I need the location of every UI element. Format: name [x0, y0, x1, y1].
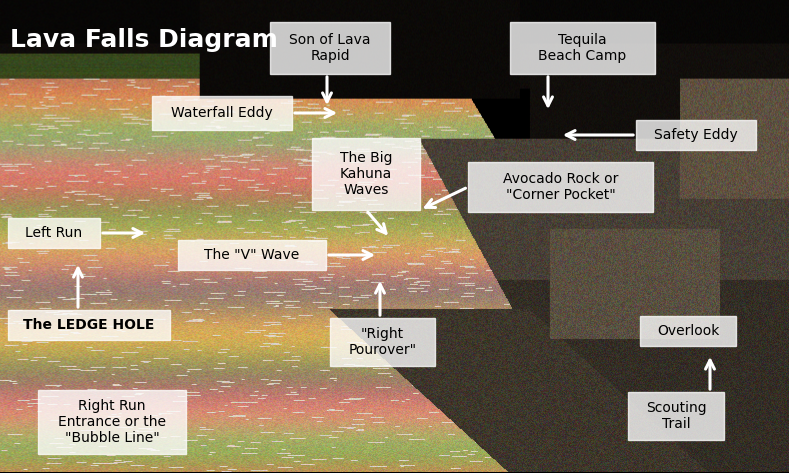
- FancyBboxPatch shape: [8, 310, 170, 340]
- FancyBboxPatch shape: [628, 392, 724, 440]
- FancyBboxPatch shape: [38, 390, 186, 454]
- FancyBboxPatch shape: [8, 218, 100, 248]
- Text: The Big
Kahuna
Waves: The Big Kahuna Waves: [340, 151, 392, 197]
- Text: Right Run
Entrance or the
"Bubble Line": Right Run Entrance or the "Bubble Line": [58, 399, 166, 445]
- FancyBboxPatch shape: [510, 22, 655, 74]
- FancyBboxPatch shape: [330, 318, 435, 366]
- FancyBboxPatch shape: [312, 138, 420, 210]
- Text: The LEDGE HOLE: The LEDGE HOLE: [24, 318, 155, 332]
- Text: Lava Falls Diagram: Lava Falls Diagram: [10, 28, 278, 52]
- FancyBboxPatch shape: [270, 22, 390, 74]
- Text: Overlook: Overlook: [656, 324, 720, 338]
- FancyBboxPatch shape: [640, 316, 736, 346]
- Text: Son of Lava
Rapid: Son of Lava Rapid: [290, 33, 371, 63]
- FancyBboxPatch shape: [152, 96, 292, 130]
- Text: The "V" Wave: The "V" Wave: [204, 248, 300, 262]
- Text: Left Run: Left Run: [25, 226, 83, 240]
- FancyBboxPatch shape: [468, 162, 653, 212]
- Text: Safety Eddy: Safety Eddy: [654, 128, 738, 142]
- Text: Tequila
Beach Camp: Tequila Beach Camp: [538, 33, 626, 63]
- FancyBboxPatch shape: [636, 120, 756, 150]
- Text: "Right
Pourover": "Right Pourover": [349, 327, 417, 357]
- Text: Waterfall Eddy: Waterfall Eddy: [171, 106, 273, 120]
- FancyBboxPatch shape: [178, 240, 326, 270]
- Text: Scouting
Trail: Scouting Trail: [645, 401, 706, 431]
- Text: Avocado Rock or
"Corner Pocket": Avocado Rock or "Corner Pocket": [503, 172, 619, 202]
